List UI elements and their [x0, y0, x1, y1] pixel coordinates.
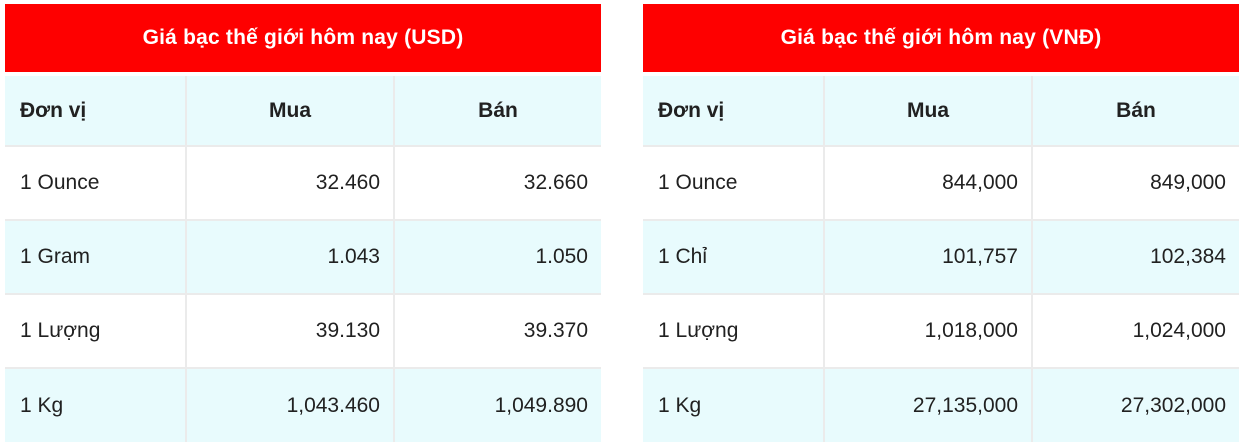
mua-price-cell: 1,018,000 — [823, 295, 1031, 367]
mua-price-cell: 1,043.460 — [185, 369, 393, 442]
table-title-vnd: Giá bạc thế giới hôm nay (VNĐ) — [643, 4, 1239, 72]
unit-cell: 1 Kg — [20, 393, 64, 417]
mua-price-cell: 32.460 — [185, 147, 393, 219]
column-header-ban: Bán — [393, 76, 601, 145]
table-row: 1 Lượng 39.130 39.370 — [5, 293, 601, 367]
mua-price-cell: 27,135,000 — [823, 369, 1031, 442]
mua-price-cell: 844,000 — [823, 147, 1031, 219]
ban-price-cell: 39.370 — [393, 295, 601, 367]
unit-cell: 1 Ounce — [20, 171, 100, 194]
column-header-mua: Mua — [823, 76, 1031, 145]
unit-cell: 1 Lượng — [658, 319, 739, 342]
table-header-row: Đơn vị Mua Bán — [643, 76, 1239, 145]
table-row: 1 Gram 1.043 1.050 — [5, 219, 601, 293]
column-header-ban: Bán — [1031, 76, 1239, 145]
unit-cell: 1 Chỉ — [658, 245, 708, 268]
unit-cell: 1 Kg — [658, 393, 702, 417]
table-row: 1 Ounce 32.460 32.660 — [5, 145, 601, 219]
unit-cell: 1 Lượng — [20, 319, 101, 342]
unit-cell: 1 Gram — [20, 245, 91, 268]
unit-cell: 1 Ounce — [658, 171, 738, 194]
ban-price-cell: 1,049.890 — [393, 369, 601, 442]
ban-price-cell: 1.050 — [393, 221, 601, 293]
silver-price-table-usd: Giá bạc thế giới hôm nay (USD) Đơn vị Mu… — [5, 4, 601, 442]
table-title-usd: Giá bạc thế giới hôm nay (USD) — [5, 4, 601, 72]
ban-price-cell: 102,384 — [1031, 221, 1239, 293]
ban-price-cell: 27,302,000 — [1031, 369, 1239, 442]
column-header-mua: Mua — [185, 76, 393, 145]
mua-price-cell: 1.043 — [185, 221, 393, 293]
mua-price-cell: 39.130 — [185, 295, 393, 367]
table-row: 1 Lượng 1,018,000 1,024,000 — [643, 293, 1239, 367]
table-row: 1 Kg 1,043.460 1,049.890 — [5, 367, 601, 442]
table-row: 1 Chỉ 101,757 102,384 — [643, 219, 1239, 293]
ban-price-cell: 1,024,000 — [1031, 295, 1239, 367]
column-header-don-vi: Đơn vị — [658, 98, 725, 122]
ban-price-cell: 849,000 — [1031, 147, 1239, 219]
table-header-row: Đơn vị Mua Bán — [5, 76, 601, 145]
table-row: 1 Ounce 844,000 849,000 — [643, 145, 1239, 219]
mua-price-cell: 101,757 — [823, 221, 1031, 293]
table-row: 1 Kg 27,135,000 27,302,000 — [643, 367, 1239, 442]
silver-price-table-vnd: Giá bạc thế giới hôm nay (VNĐ) Đơn vị Mu… — [643, 4, 1239, 442]
ban-price-cell: 32.660 — [393, 147, 601, 219]
column-header-don-vi: Đơn vị — [20, 98, 87, 122]
